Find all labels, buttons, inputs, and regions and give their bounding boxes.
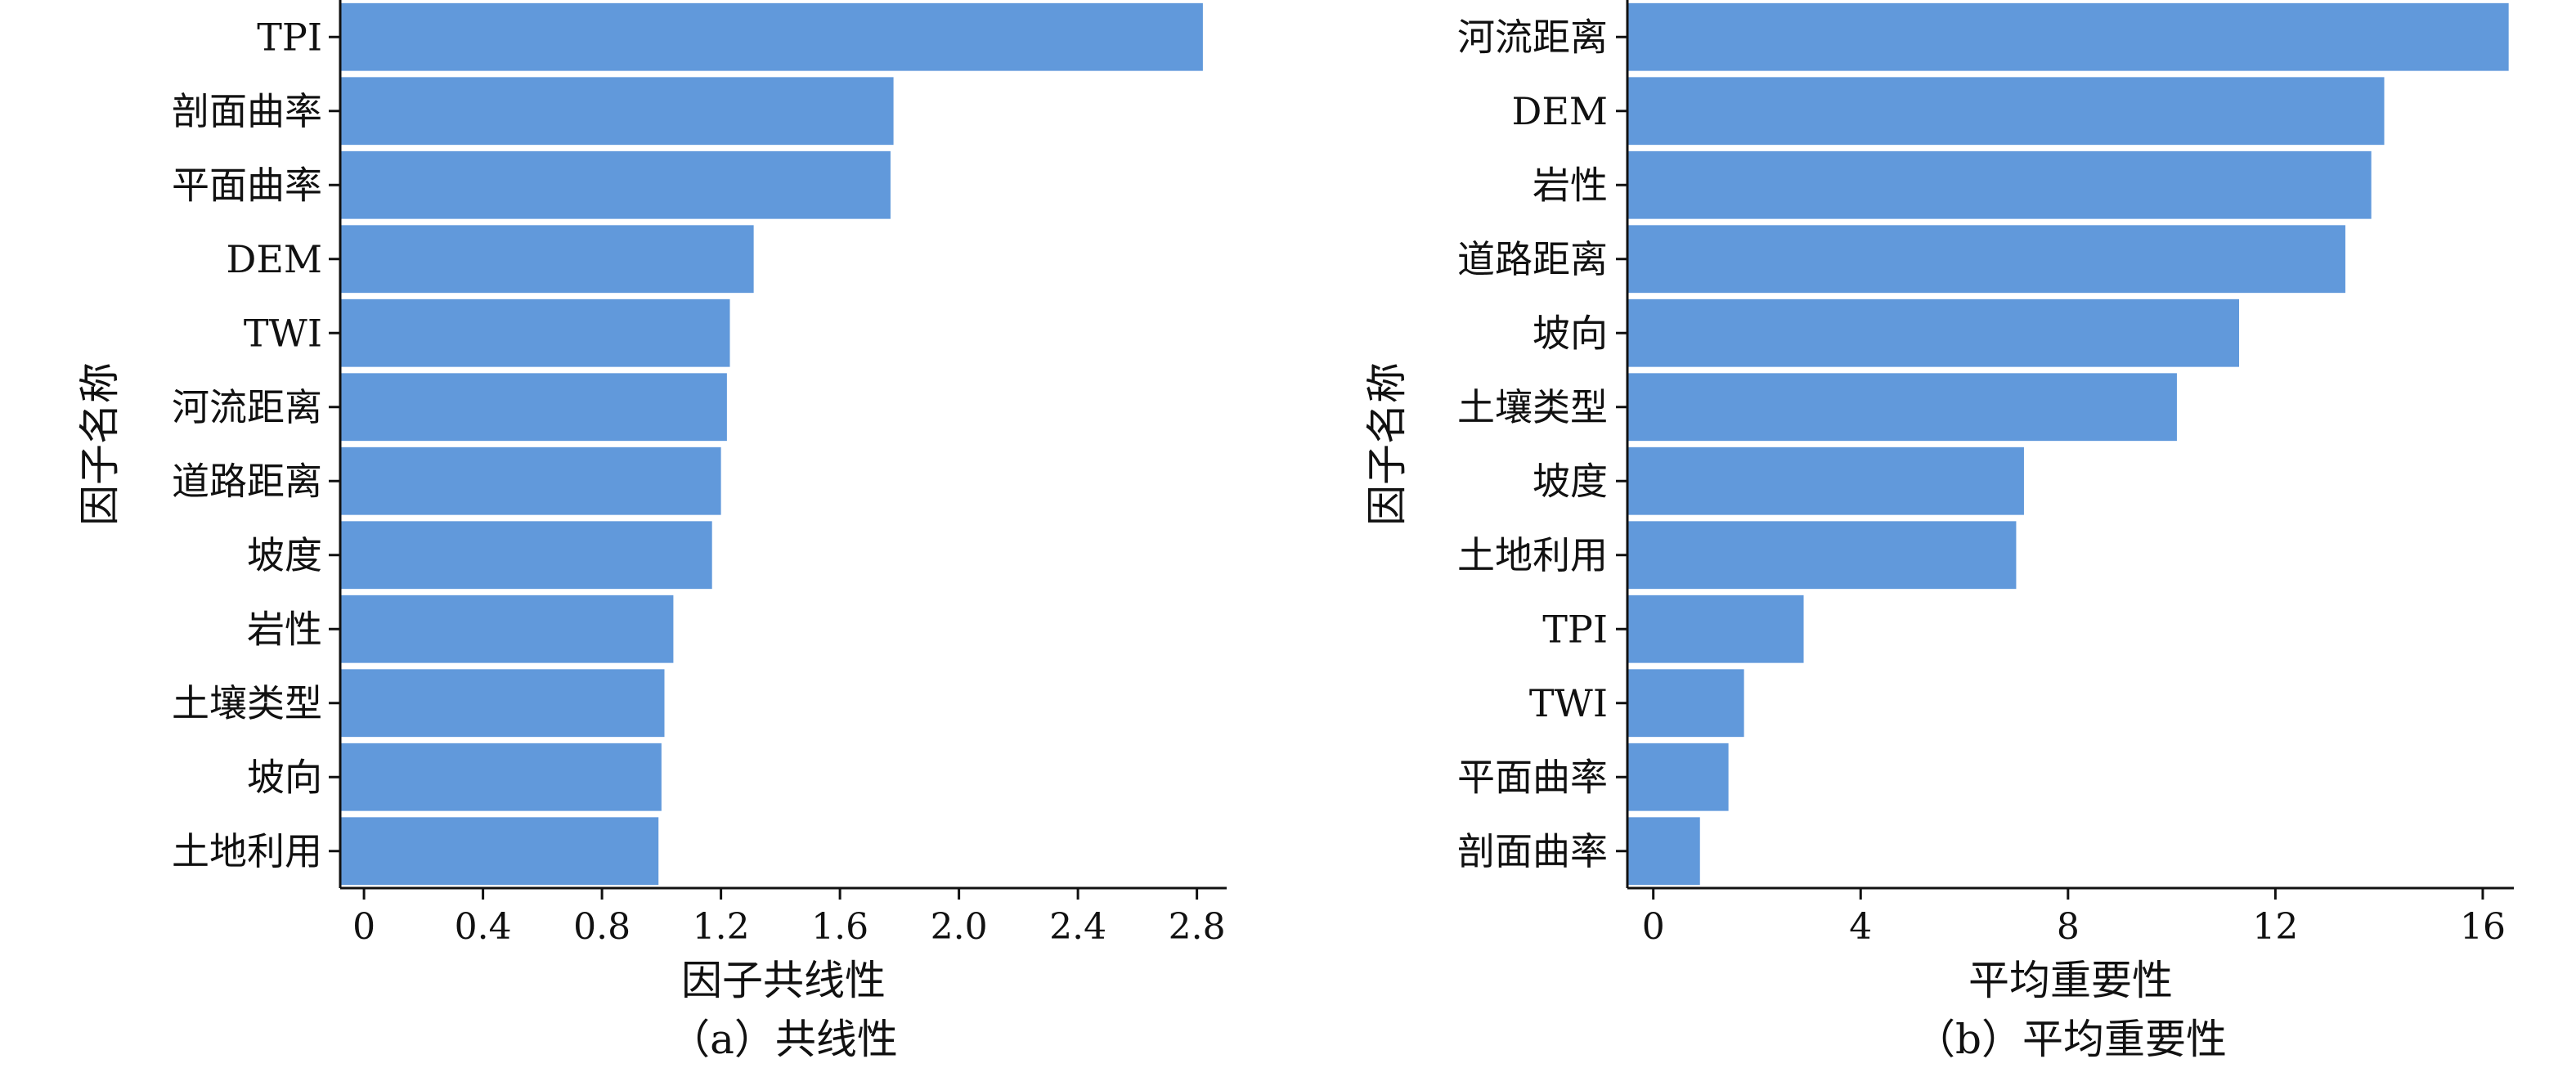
chart-b-mean-importance: 河流距离DEM岩性道路距离坡向土壤类型坡度土地利用TPITWI平面曲率剖面曲率 … [1363,0,2514,1063]
category-label-a-1: TPI [257,15,322,59]
y-axis-label-b: 因子名称 [1363,362,1411,526]
x-tick-label-a-3: 0.8 [573,906,631,948]
x-axis-label-b: 平均重要性 [1968,957,2173,1004]
x-tick-label-a-5: 1.6 [811,906,868,948]
bar-b-9 [1627,595,1804,663]
x-tick-label-b-1: 0 [1642,906,1665,948]
category-label-a-2: 剖面曲率 [172,89,322,133]
category-label-b-8: 土地利用 [1457,533,1608,577]
category-label-a-10: 土壤类型 [172,681,322,725]
chart-a-collinearity: TPI剖面曲率平面曲率DEMTWI河流距离道路距离坡度岩性土壤类型坡向土地利用 … [76,0,1227,1063]
bar-a-4 [340,225,754,294]
bars-a [340,2,1203,886]
bar-a-11 [340,743,662,811]
bar-a-7 [340,446,721,515]
x-tick-label-a-4: 1.2 [693,906,750,948]
bar-b-5 [1627,298,2240,367]
category-label-b-10: TWI [1529,681,1608,725]
category-label-b-1: 河流距离 [1457,15,1608,59]
y-axis-label-a: 因子名称 [76,362,123,526]
category-label-a-9: 岩性 [247,607,322,651]
category-label-a-5: TWI [244,311,322,355]
category-label-b-2: DEM [1511,89,1608,133]
bar-a-5 [340,298,730,367]
category-label-b-9: TPI [1542,607,1608,651]
x-tick-label-a-2: 0.4 [455,906,512,948]
caption-a: （a）共线性 [669,1016,898,1063]
axes-b [1626,0,2514,890]
bars-b [1627,2,2509,886]
category-label-a-3: 平面曲率 [172,163,322,207]
bar-b-8 [1627,521,2017,590]
category-label-a-12: 土地利用 [172,829,322,873]
bar-a-2 [340,77,894,146]
bar-b-10 [1627,669,1744,738]
bar-a-6 [340,373,727,442]
x-tick-label-a-7: 2.4 [1049,906,1106,948]
bar-a-3 [340,150,891,219]
bar-b-4 [1627,225,2345,294]
bar-b-2 [1627,77,2385,146]
x-ticks-a: 0 0.4 0.8 1.2 1.6 2.0 2.4 2.8 [352,888,1226,948]
category-label-b-5: 坡向 [1533,311,1608,355]
x-tick-label-a-6: 2.0 [931,906,988,948]
bar-b-11 [1627,743,1729,811]
category-label-a-11: 坡向 [247,755,322,799]
x-tick-label-a-8: 2.8 [1169,906,1226,948]
bar-a-12 [340,817,659,886]
bar-b-7 [1627,446,2024,515]
category-label-b-11: 平面曲率 [1457,755,1608,799]
category-label-b-6: 土壤类型 [1457,385,1608,429]
category-label-b-12: 剖面曲率 [1457,829,1608,873]
x-tick-label-a-1: 0 [352,906,375,948]
bar-b-12 [1627,817,1700,886]
bar-b-3 [1627,150,2372,219]
x-tick-label-b-3: 8 [2057,906,2080,948]
x-ticks-b: 0 4 8 12 16 [1642,888,2506,948]
bar-a-10 [340,669,665,738]
caption-b: （b）平均重要性 [1914,1016,2227,1063]
x-tick-label-b-5: 16 [2460,906,2506,948]
bar-b-6 [1627,373,2177,442]
category-label-b-7: 坡度 [1533,459,1608,503]
category-label-b-4: 道路距离 [1457,237,1608,281]
category-label-a-8: 坡度 [247,533,322,577]
category-label-a-4: DEM [226,237,322,281]
bar-b-1 [1627,2,2509,71]
bar-a-9 [340,595,674,663]
category-label-b-3: 岩性 [1533,163,1608,207]
x-axis-label-a: 因子共线性 [681,957,886,1004]
x-tick-label-b-2: 4 [1849,906,1872,948]
category-label-a-6: 河流距离 [172,385,322,429]
x-tick-label-b-4: 12 [2252,906,2298,948]
bar-a-1 [340,2,1203,71]
category-label-a-7: 道路距离 [172,459,322,503]
bar-a-8 [340,521,712,590]
